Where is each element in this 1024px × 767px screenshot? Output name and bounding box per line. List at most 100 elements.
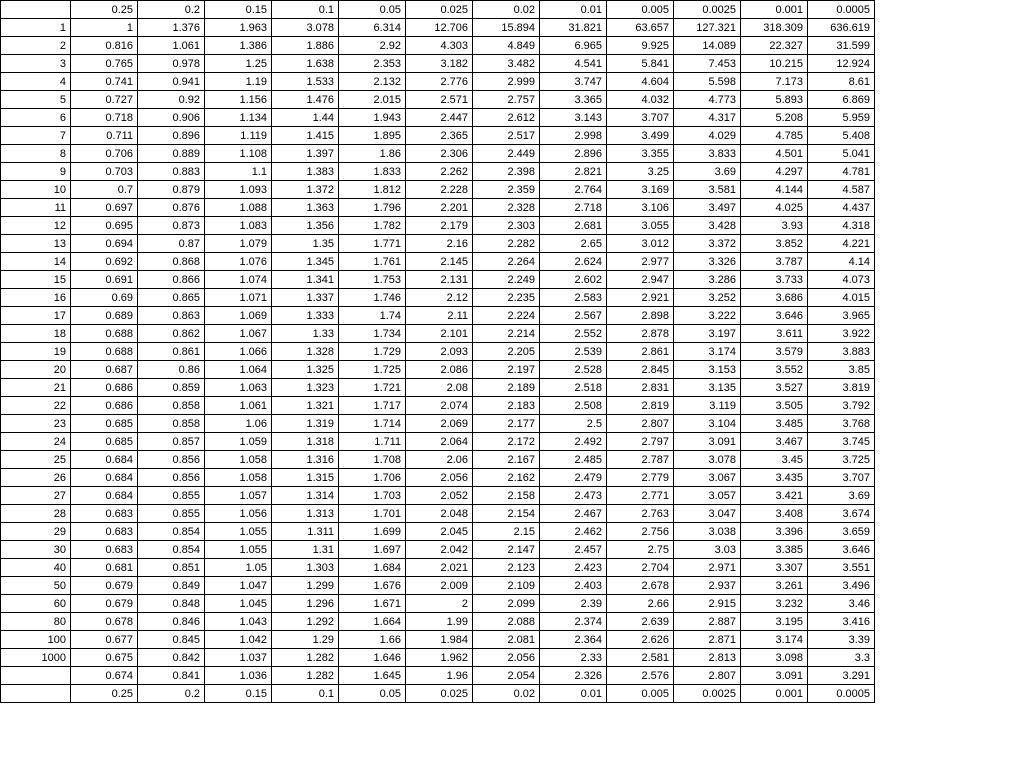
data-cell: 1.108	[205, 145, 272, 163]
row-label: 17	[1, 307, 71, 325]
data-cell: 0.025	[406, 685, 473, 703]
data-cell: 3.435	[741, 469, 808, 487]
data-cell: 4.587	[808, 181, 875, 199]
row-label: 28	[1, 505, 71, 523]
data-cell: 2.264	[473, 253, 540, 271]
data-cell: 3.057	[674, 487, 741, 505]
row-label: 15	[1, 271, 71, 289]
data-cell: 1.44	[272, 109, 339, 127]
data-cell: 1.962	[406, 649, 473, 667]
data-cell: 0.857	[138, 433, 205, 451]
data-cell: 12.924	[808, 55, 875, 73]
data-cell: 4.317	[674, 109, 741, 127]
data-cell: 4.015	[808, 289, 875, 307]
data-cell: 1.753	[339, 271, 406, 289]
data-cell: 1.037	[205, 649, 272, 667]
data-cell: 4.849	[473, 37, 540, 55]
data-cell: 3.527	[741, 379, 808, 397]
data-cell: 0.859	[138, 379, 205, 397]
data-cell: 4.604	[607, 73, 674, 91]
data-cell: 0.727	[71, 91, 138, 109]
data-cell: 0.686	[71, 379, 138, 397]
data-cell: 0.718	[71, 109, 138, 127]
data-cell: 1.761	[339, 253, 406, 271]
data-cell: 2.947	[607, 271, 674, 289]
data-cell: 3.355	[607, 145, 674, 163]
data-cell: 1.476	[272, 91, 339, 109]
data-cell: 2.449	[473, 145, 540, 163]
data-cell: 2.567	[540, 307, 607, 325]
table-row: 240.6850.8571.0591.3181.7112.0642.1722.4…	[1, 433, 875, 451]
data-cell: 1.341	[272, 271, 339, 289]
data-cell: 0.0005	[808, 685, 875, 703]
data-cell: 3.067	[674, 469, 741, 487]
data-cell: 3.091	[741, 667, 808, 685]
data-cell: 2.861	[607, 343, 674, 361]
data-cell: 2.262	[406, 163, 473, 181]
table-row: 210.6860.8591.0631.3231.7212.082.1892.51…	[1, 379, 875, 397]
data-cell: 0.697	[71, 199, 138, 217]
data-cell: 1.664	[339, 613, 406, 631]
data-cell: 2.457	[540, 541, 607, 559]
data-cell: 0.858	[138, 415, 205, 433]
data-cell: 2.681	[540, 217, 607, 235]
data-cell: 0.7	[71, 181, 138, 199]
row-label	[1, 667, 71, 685]
data-cell: 3.46	[808, 595, 875, 613]
data-cell: 31.599	[808, 37, 875, 55]
data-cell: 4.501	[741, 145, 808, 163]
data-cell: 0.05	[339, 685, 406, 703]
data-cell: 1.156	[205, 91, 272, 109]
table-row: 10000.6750.8421.0371.2821.6461.9622.0562…	[1, 649, 875, 667]
data-cell: 2.179	[406, 217, 473, 235]
data-cell: 0.842	[138, 649, 205, 667]
data-cell: 2.678	[607, 577, 674, 595]
data-cell: 0.896	[138, 127, 205, 145]
data-cell: 63.657	[607, 19, 674, 37]
data-cell: 3.552	[741, 361, 808, 379]
data-cell: 1.74	[339, 307, 406, 325]
data-cell: 3.365	[540, 91, 607, 109]
data-cell: 1.059	[205, 433, 272, 451]
data-cell: 3.69	[674, 163, 741, 181]
data-cell: 1.676	[339, 577, 406, 595]
data-cell: 3.707	[808, 469, 875, 487]
data-cell: 2.197	[473, 361, 540, 379]
data-cell: 2.797	[607, 433, 674, 451]
table-row: 300.6830.8541.0551.311.6972.0422.1472.45…	[1, 541, 875, 559]
data-cell: 1.714	[339, 415, 406, 433]
data-cell: 6.965	[540, 37, 607, 55]
data-cell: 2.228	[406, 181, 473, 199]
data-cell: 1.782	[339, 217, 406, 235]
data-cell: 1.734	[339, 325, 406, 343]
data-cell: 3.195	[741, 613, 808, 631]
data-cell: 2.224	[473, 307, 540, 325]
data-cell: 2.132	[339, 73, 406, 91]
data-cell: 9.925	[607, 37, 674, 55]
data-cell: 2.123	[473, 559, 540, 577]
data-cell: 1.684	[339, 559, 406, 577]
data-cell: 2.06	[406, 451, 473, 469]
data-cell: 3.091	[674, 433, 741, 451]
row-label: 60	[1, 595, 71, 613]
table-row: 40.7410.9411.191.5332.1322.7762.9993.747…	[1, 73, 875, 91]
data-cell: 0.862	[138, 325, 205, 343]
row-label: 4	[1, 73, 71, 91]
data-cell: 4.144	[741, 181, 808, 199]
row-label: 6	[1, 109, 71, 127]
data-cell: 1.645	[339, 667, 406, 685]
data-cell: 2.189	[473, 379, 540, 397]
data-cell: 0.01	[540, 685, 607, 703]
data-cell: 1.058	[205, 469, 272, 487]
data-cell: 1.943	[339, 109, 406, 127]
data-cell: 5.408	[808, 127, 875, 145]
data-cell: 3.038	[674, 523, 741, 541]
data-cell: 10.215	[741, 55, 808, 73]
col-header: 0.25	[71, 1, 138, 19]
data-cell: 2.326	[540, 667, 607, 685]
data-cell: 0.683	[71, 523, 138, 541]
data-cell: 0.856	[138, 469, 205, 487]
data-cell: 3.505	[741, 397, 808, 415]
data-cell: 0.678	[71, 613, 138, 631]
data-cell: 0.863	[138, 307, 205, 325]
